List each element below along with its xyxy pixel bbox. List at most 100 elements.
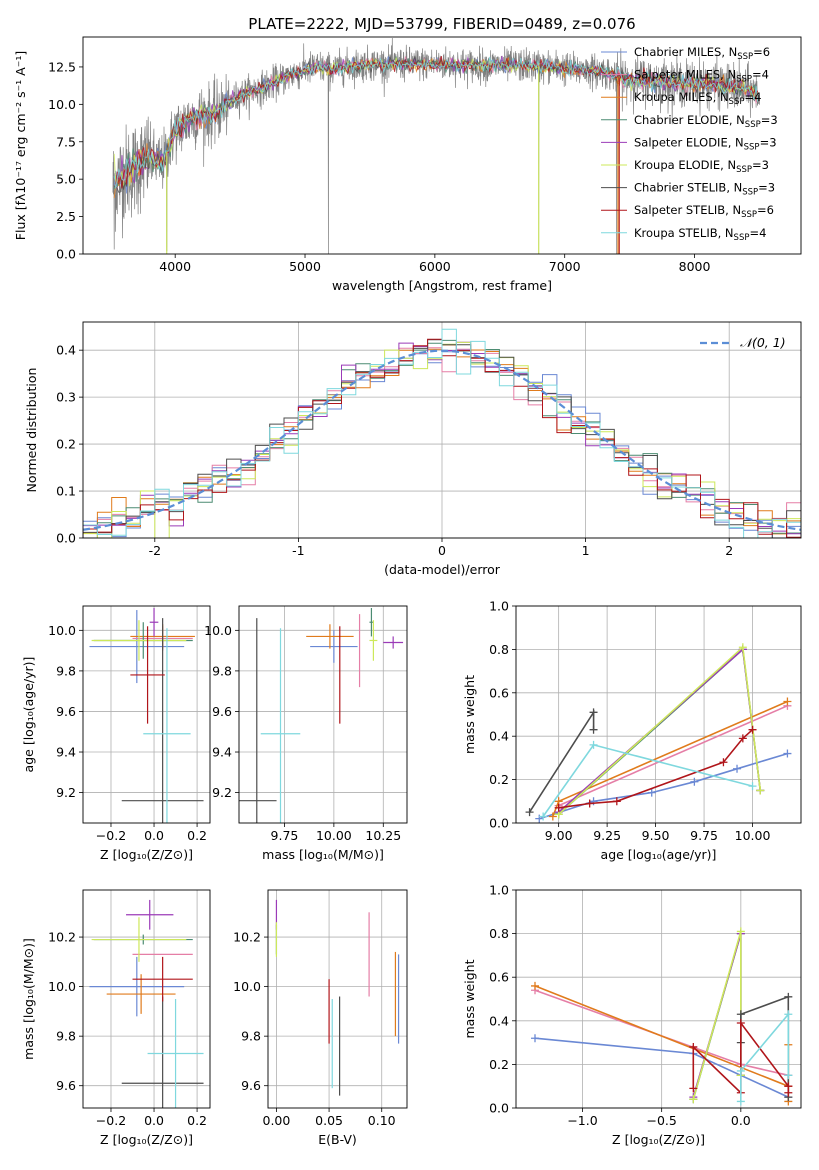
mass_vs_ebv-panel: 0.00 0.05 0.10 9.6 9.8 10.0 10.2 E(B-V) <box>233 889 408 1147</box>
y-tick-label: 5.0 <box>56 172 76 187</box>
weight-point-marker <box>612 797 621 806</box>
legend-label-suffix: =6 <box>757 203 774 217</box>
y-tick-label: 0.2 <box>56 437 76 452</box>
x-tick-label: 0.10 <box>368 1113 396 1128</box>
y-tick-label: 0.4 <box>489 729 509 744</box>
y-tick-label: 9.6 <box>56 704 76 719</box>
legend-label: Chabrier MILES, NSSP=6 <box>634 45 770 62</box>
x-tick-label: 7000 <box>549 259 581 274</box>
chart-layer: 4000 5000 6000 7000 80000.02.55.07.510.012.5… <box>13 36 802 1147</box>
weight-point-marker <box>589 708 598 717</box>
legend-label-text: Salpeter ELODIE, N <box>634 135 744 149</box>
weight-point-marker <box>589 740 598 749</box>
weight-point-marker <box>736 1097 745 1106</box>
x-tick-label: 9.00 <box>545 828 573 843</box>
weight-point-marker <box>539 812 548 821</box>
age_vs_mass-plot-area <box>239 608 404 823</box>
weight-point-marker <box>784 992 793 1001</box>
mass_vs_Z-plot-area <box>89 899 204 1108</box>
weight-point-marker <box>756 786 765 795</box>
weight-point-marker <box>784 1088 793 1097</box>
y-tick-label: 0.3 <box>56 390 76 405</box>
weight-point-marker <box>783 697 792 706</box>
y-tick-label: 10.0 <box>48 97 76 112</box>
weight-point-marker <box>736 1010 745 1019</box>
weights_vs_age-panel: 9.00 9.25 9.50 9.75 10.00 0.0 0.2 0.4 0.6 0.8 1.0 a… <box>462 599 802 862</box>
weight-point-marker <box>784 1010 793 1019</box>
x-tick-label: 0.05 <box>315 1113 343 1128</box>
weight-point-marker <box>719 758 728 767</box>
legend-label-text: Chabrier MILES, N <box>634 45 737 59</box>
y-axis-label: Flux [fλ10⁻¹⁷ erg cm⁻² s⁻¹ A⁻¹] <box>13 51 28 240</box>
mass_vs_ebv-plot-area <box>275 899 400 1096</box>
axes-frame <box>515 605 802 824</box>
y-tick-label: 9.8 <box>56 663 76 678</box>
axes-frame <box>82 605 211 824</box>
spectrum-model-line <box>113 56 759 189</box>
histogram-step <box>83 328 801 538</box>
y-axis-label: mass [log₁₀(M/M⊙)] <box>21 938 36 1060</box>
axes-frame <box>82 889 211 1109</box>
legend-label-subscript: SSP <box>734 233 750 243</box>
legend-label-suffix: =3 <box>752 158 769 172</box>
weight-point-marker <box>748 782 757 791</box>
x-axis-label: age [log₁₀(age/yr)] <box>601 847 717 862</box>
residuals-plot-area <box>83 328 801 538</box>
y-tick-label: 9.2 <box>56 785 76 800</box>
residuals-panel: -2 -1 0 1 2 0.0 0.1 0.2 0.3 0.4 (data-model)/error… <box>24 321 802 577</box>
x-tick-label: 2 <box>725 543 733 558</box>
y-tick-label: 9.4 <box>212 745 232 760</box>
y-tick-label: 9.6 <box>241 1078 261 1093</box>
y-tick-label: 0.6 <box>489 685 509 700</box>
legend-label-suffix: =3 <box>761 113 778 127</box>
weight-point-marker <box>548 812 557 821</box>
legend-label: Kroupa MILES, NSSP=4 <box>634 90 761 107</box>
legend-label-subscript: SSP <box>744 142 760 152</box>
legend-label-suffix: =3 <box>758 181 775 195</box>
y-axis-label: Normed distribution <box>24 368 39 493</box>
x-tick-label: 10.25 <box>365 828 401 843</box>
x-tick-label: 0.2 <box>187 1113 207 1128</box>
y-tick-label: 10.0 <box>204 623 232 638</box>
weight-point-marker <box>738 643 747 652</box>
x-tick-label: 0.0 <box>731 1113 751 1128</box>
legend-label-suffix: =3 <box>760 135 777 149</box>
y-tick-label: 10.2 <box>233 930 261 945</box>
x-tick-label: 8000 <box>679 259 711 274</box>
x-tick-label: −1.0 <box>567 1113 597 1128</box>
x-axis-label: Z [log₁₀(Z/Z⊙)] <box>100 1132 193 1147</box>
y-tick-label: 1.0 <box>489 599 509 614</box>
legend-label-subscript: SSP <box>741 210 757 220</box>
x-tick-label: 4000 <box>159 259 191 274</box>
y-tick-label: 0.2 <box>489 772 509 787</box>
legend-label-text: Kroupa ELODIE, N <box>634 158 736 172</box>
y-tick-label: 9.2 <box>212 785 232 800</box>
y-tick-label: 9.8 <box>212 663 232 678</box>
weight-series-line <box>558 729 754 809</box>
x-tick-label: −0.5 <box>646 1113 676 1128</box>
legend-label-suffix: =4 <box>752 68 769 82</box>
x-tick-label: 10.00 <box>316 828 352 843</box>
y-tick-label: 10.0 <box>233 979 261 994</box>
x-axis-label: (data-model)/error <box>384 562 501 577</box>
x-tick-label: 0.0 <box>144 828 164 843</box>
axes-frame <box>82 321 802 539</box>
x-tick-label: 10.00 <box>735 828 771 843</box>
weight-point-marker <box>525 808 534 817</box>
axes-frame <box>515 889 802 1109</box>
x-axis-label: Z [log₁₀(Z/Z⊙)] <box>100 847 193 862</box>
x-tick-label: 0.00 <box>263 1113 291 1128</box>
legend-label: Salpeter MILES, NSSP=4 <box>634 68 769 85</box>
y-tick-label: 10.0 <box>48 623 76 638</box>
weights_vs_Z-panel: −1.0 −0.5 0.0 0.0 0.2 0.4 0.6 0.8 1.0 Z [log₁₀(Z/… <box>462 883 802 1147</box>
x-tick-label: −0.2 <box>96 1113 126 1128</box>
x-tick-label: 5000 <box>289 259 321 274</box>
legend-label: Kroupa STELIB, NSSP=4 <box>634 226 766 243</box>
axes-frame <box>82 36 802 255</box>
weight-point-marker <box>689 1084 698 1093</box>
legend-label-text: Salpeter STELIB, N <box>634 203 741 217</box>
legend-label-text: Chabrier STELIB, N <box>634 181 742 195</box>
y-tick-label: 2.5 <box>56 209 76 224</box>
y-tick-label: 0.0 <box>489 1101 509 1116</box>
x-tick-label: 0.2 <box>187 828 207 843</box>
